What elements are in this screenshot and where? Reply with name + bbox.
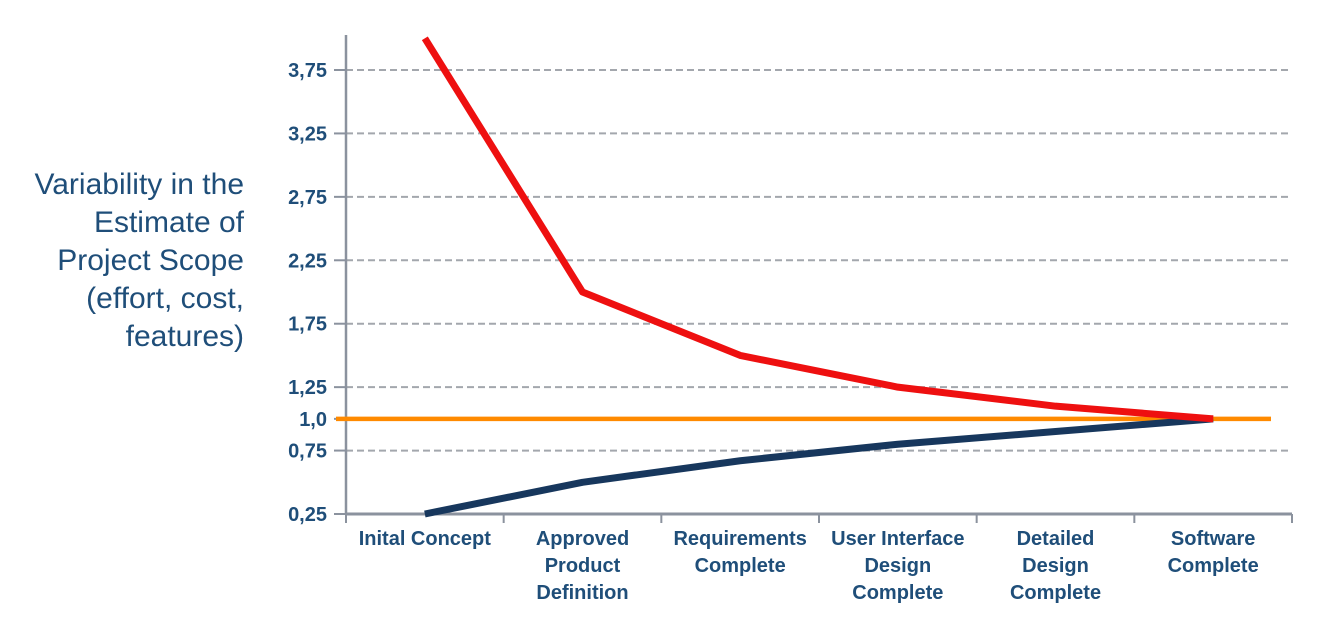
x-category-label-line: Complete	[852, 582, 943, 604]
y-tick-label: 3,75	[288, 60, 327, 82]
lower_estimate_bound-line	[424, 415, 1214, 518]
y-axis-title-line: Variability in the	[34, 168, 244, 201]
x-category-label: User Interface Design Complete	[831, 528, 964, 604]
y-tick-label: 0,75	[288, 441, 327, 463]
x-category-label-line: User Interface	[831, 528, 964, 550]
x-category-label-line: Complete	[1168, 555, 1259, 577]
x-category-label-line: Complete	[695, 555, 786, 577]
y-axis-title-line: Estimate of	[93, 206, 244, 239]
x-category-label: Software Complete	[1168, 528, 1259, 577]
x-category-label: Requirements Complete	[673, 528, 806, 577]
x-category-label-line: Design	[1022, 555, 1089, 577]
y-tick-label: 1,75	[288, 314, 327, 336]
y-tick-label: 0,25	[288, 504, 327, 526]
x-category-label-line: Product	[545, 555, 621, 577]
x-category-label: Approved Product Definition	[536, 528, 629, 604]
y-axis-title: Variability in the Estimate of Project Sco…	[8, 166, 244, 356]
x-category-label-line: Design	[864, 555, 931, 577]
y-tick-label: 1,0	[299, 409, 327, 431]
y-axis-title-line: features)	[125, 320, 244, 353]
x-category-label-line: Complete	[1010, 582, 1101, 604]
y-tick-label: 2,75	[288, 187, 327, 209]
x-category-label: Detailed Design Complete	[1010, 528, 1101, 604]
upper_estimate_bound-line	[421, 36, 1214, 423]
y-tick-label: 1,25	[288, 377, 327, 399]
x-category-label-line: Detailed	[1017, 528, 1095, 550]
x-category-label-line: Software	[1171, 528, 1255, 550]
y-tick-label: 3,25	[288, 123, 327, 145]
x-category-label: Inital Concept	[359, 528, 492, 550]
x-category-label-line: Inital Concept	[359, 528, 492, 550]
y-tick-label: 2,25	[288, 250, 327, 272]
y-axis-title-line: (effort, cost,	[86, 282, 244, 315]
x-category-label-line: Approved	[536, 528, 629, 550]
x-category-label-line: Requirements	[673, 528, 806, 550]
y-axis-title-line: Project Scope	[57, 244, 244, 277]
x-category-label-line: Definition	[536, 582, 628, 604]
